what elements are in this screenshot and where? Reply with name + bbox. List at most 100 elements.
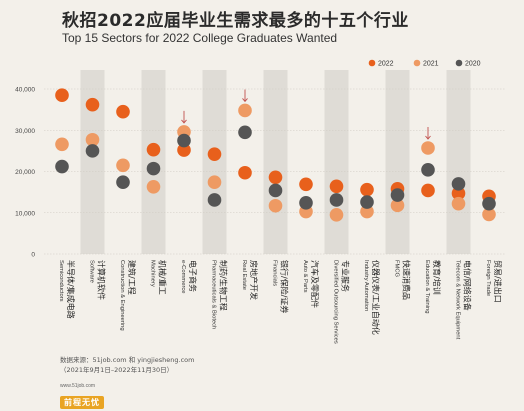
- category-band: [263, 70, 288, 254]
- x-tick-label-en: Telecom & Network Equipment: [455, 260, 461, 340]
- point-2020: [390, 188, 405, 202]
- x-tick-label: Education & Training 教育/培训: [424, 260, 442, 314]
- x-tick-label: Real Estate 房地产开发: [241, 260, 259, 300]
- category-band: [80, 70, 105, 254]
- legend-marker: [455, 59, 463, 67]
- x-tick-label: Foreign Trade 贸易/进出口: [485, 260, 503, 303]
- point-2020: [238, 125, 252, 140]
- x-tick-label-zh: 房地产开发: [249, 260, 259, 300]
- point-2021: [85, 132, 100, 147]
- point-2020: [482, 196, 496, 211]
- y-tick-label: 30,000: [15, 128, 35, 135]
- x-tick-label-zh: 电信/网络设备: [463, 260, 473, 311]
- x-tick-label-en: e-Commerce: [180, 260, 186, 294]
- legend-label: 2022: [378, 61, 394, 68]
- x-tick-label-en: Software: [89, 260, 95, 283]
- x-tick-label: Construction & Engineering 建筑/工程: [119, 260, 137, 331]
- logo-text: 前程无忧: [60, 396, 104, 409]
- y-tick-label: 20,000: [15, 169, 35, 176]
- point-2022: [360, 182, 374, 197]
- point-2021: [116, 158, 130, 173]
- x-tick-label-zh: 教育/培训: [432, 260, 442, 295]
- x-tick-label: FMCG 快速消费品: [394, 260, 412, 300]
- point-2020: [329, 193, 344, 207]
- category-band: [324, 70, 349, 254]
- x-tick-label-zh: 银行/保险/证券: [280, 260, 290, 313]
- point-2022: [329, 179, 344, 194]
- point-2021: [482, 207, 496, 222]
- data-source-period: （2021年9月1日–2022年11月30日）: [60, 366, 174, 374]
- x-tick-label: Semiconductors 半导体/集成电路: [58, 260, 76, 319]
- legend-item-2020: 2020: [455, 59, 481, 68]
- point-2020: [451, 177, 466, 191]
- category-band: [446, 70, 471, 254]
- point-2022: [299, 177, 313, 192]
- data-source-line: 数据来源：51job.com 和 yingjiesheng.com: [60, 356, 195, 364]
- x-tick-label: Financials 银行/保险/证券: [272, 260, 290, 313]
- point-2021: [207, 175, 222, 190]
- point-2021: [421, 141, 435, 155]
- x-tick-label: Pharmaceuticals & Biotech 制药/生物工程: [211, 260, 229, 329]
- x-tick-label-zh: 电子商务: [188, 260, 198, 292]
- category-band: [202, 70, 227, 254]
- x-tick-label: Telecom & Network Equipment 电信/网络设备: [455, 260, 473, 340]
- point-2022: [146, 142, 161, 157]
- point-2022: [177, 143, 191, 157]
- point-2021: [146, 179, 161, 194]
- point-2021: [329, 208, 344, 222]
- x-tick-label-en: Financials: [272, 260, 278, 286]
- x-tick-label-zh: 制药/生物工程: [219, 260, 229, 311]
- point-2020: [360, 195, 374, 209]
- point-2022: [55, 88, 69, 102]
- point-2020: [116, 175, 130, 190]
- arrow-icon: [242, 89, 248, 103]
- x-tick-label-en: Real Estate: [241, 260, 247, 290]
- arrow-icon: [181, 110, 187, 124]
- x-tick-label: e-Commerce 电子商务: [180, 260, 198, 294]
- x-tick-label-en: Pharmaceuticals & Biotech: [211, 260, 217, 329]
- x-tick-label-en: Education & Training: [424, 260, 430, 314]
- point-2020: [268, 183, 283, 198]
- x-tick-label: Industry Automation 仪器仪表/工业自动化: [363, 260, 381, 335]
- legend-item-2022: 2022: [368, 59, 394, 68]
- x-tick-label-zh: 贸易/进出口: [493, 260, 503, 303]
- logo: www.51job.com 前程无忧: [60, 383, 130, 409]
- x-tick-label-en: Auto & Parts: [302, 260, 308, 293]
- x-tick-label: Machinery 机械/重工: [150, 260, 168, 295]
- point-2022: [421, 183, 435, 198]
- category-band: [385, 70, 410, 254]
- point-2022: [116, 104, 130, 119]
- chart-subtitle: Top 15 Sectors for 2022 College Graduate…: [62, 31, 338, 45]
- point-2022: [238, 165, 252, 180]
- point-2021: [390, 198, 405, 213]
- y-tick-label: 10,000: [15, 210, 35, 217]
- legend-marker: [413, 59, 421, 67]
- legend-marker: [368, 59, 376, 67]
- x-tick-label-en: Construction & Engineering: [119, 260, 125, 331]
- point-2022: [268, 170, 283, 185]
- x-tick-label-en: Semiconductors: [58, 260, 64, 302]
- data-source: 数据来源：51job.com 和 yingjiesheng.com （2021年…: [60, 355, 194, 375]
- x-tick-label: Diversified Outsourcing Services 专业服务: [333, 260, 351, 344]
- point-2022: [85, 97, 100, 112]
- x-tick-label-zh: 建筑/工程: [127, 260, 137, 295]
- point-2022: [451, 186, 466, 201]
- x-tick-label-zh: 汽车及零配件: [310, 260, 320, 308]
- point-2020: [55, 159, 69, 174]
- x-tick-label-zh: 快速消费品: [402, 260, 412, 300]
- point-2021: [238, 103, 252, 118]
- point-2020: [299, 196, 313, 210]
- point-2021: [55, 137, 69, 152]
- y-tick-label: 40,000: [15, 87, 35, 94]
- point-2021: [451, 196, 466, 211]
- point-2020: [421, 163, 435, 177]
- legend-item-2021: 2021: [413, 59, 439, 68]
- y-tick-label: 0: [31, 252, 35, 259]
- x-tick-label-zh: 机械/重工: [158, 260, 168, 295]
- point-2020: [207, 193, 222, 207]
- x-tick-label-zh: 专业服务: [341, 260, 351, 292]
- point-2021: [360, 204, 374, 219]
- logo-url: www.51job.com: [60, 383, 96, 389]
- x-tick-label-en: Machinery: [150, 260, 156, 287]
